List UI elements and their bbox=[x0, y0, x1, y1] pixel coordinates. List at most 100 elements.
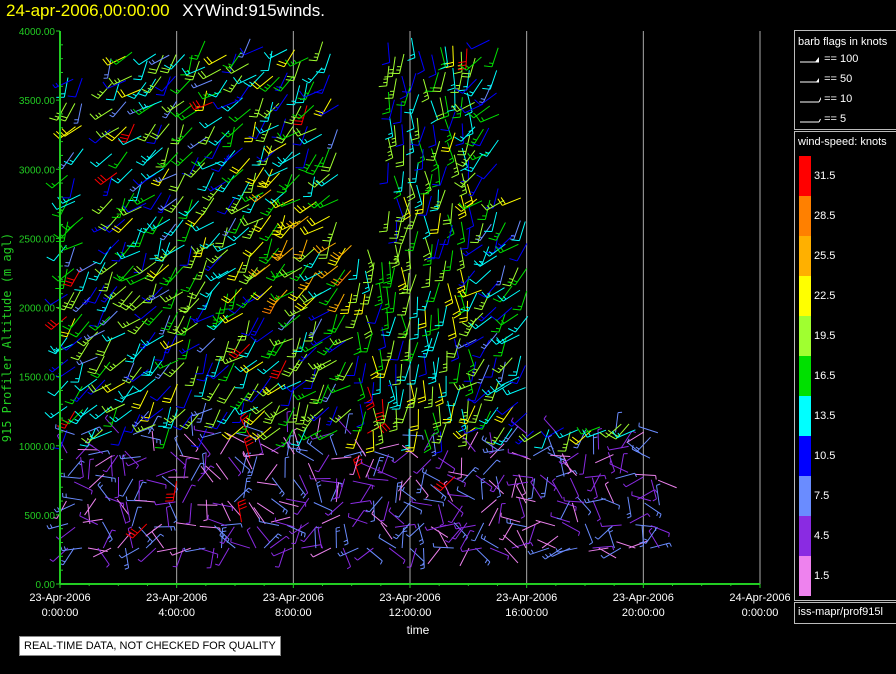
wind-barb bbox=[53, 126, 76, 140]
wind-barb bbox=[509, 365, 526, 385]
wind-barb bbox=[429, 189, 439, 212]
wind-barb bbox=[88, 262, 106, 281]
wind-barb bbox=[256, 481, 277, 486]
wind-barb bbox=[190, 462, 205, 481]
x-tick-label: 23-Apr-2006 bbox=[379, 592, 440, 604]
wind-barb bbox=[212, 312, 236, 323]
wind-barb bbox=[132, 424, 156, 433]
wind-barb bbox=[274, 126, 294, 144]
wind-barb bbox=[490, 333, 514, 345]
wind-barb bbox=[479, 139, 499, 157]
wind-barb bbox=[378, 65, 390, 88]
wind-barb bbox=[87, 285, 105, 304]
wind-barb bbox=[87, 458, 94, 480]
wind-barb bbox=[352, 509, 368, 528]
wind-barb bbox=[431, 424, 447, 444]
wind-barb bbox=[456, 486, 475, 500]
wind-barb bbox=[465, 128, 484, 147]
wind-barb bbox=[459, 547, 470, 567]
wind-barb bbox=[108, 75, 133, 85]
wind-barb bbox=[550, 454, 571, 458]
wind-barb bbox=[83, 329, 105, 340]
wind-barb bbox=[478, 407, 499, 425]
wind-barb bbox=[102, 455, 119, 473]
wind-barb bbox=[394, 523, 417, 529]
wind-barb bbox=[159, 54, 177, 74]
wind-barb bbox=[607, 526, 615, 549]
wind-barb bbox=[243, 267, 266, 281]
wind-barb bbox=[455, 123, 464, 146]
wind-barb bbox=[251, 145, 265, 166]
wind-barb bbox=[159, 223, 177, 241]
wind-barb bbox=[415, 479, 429, 499]
wind-barb bbox=[554, 429, 579, 439]
wind-barb bbox=[98, 271, 113, 292]
wind-barb bbox=[458, 270, 476, 287]
wind-barb bbox=[250, 285, 273, 301]
x-tick-label: 20:00:00 bbox=[622, 607, 665, 619]
wind-barb bbox=[389, 409, 398, 433]
wind-barb bbox=[317, 526, 323, 549]
wind-barb bbox=[181, 66, 206, 76]
wind-barb bbox=[260, 443, 279, 454]
wind-barb bbox=[381, 99, 395, 120]
wind-barb bbox=[423, 429, 432, 454]
wind-barb bbox=[192, 237, 207, 258]
wind-barb bbox=[215, 293, 229, 314]
wind-barb bbox=[183, 547, 206, 553]
wind-barb bbox=[447, 67, 456, 91]
wind-barb bbox=[609, 459, 629, 473]
wind-barb bbox=[463, 154, 483, 173]
wind-barb bbox=[277, 130, 301, 140]
wind-barb bbox=[404, 231, 419, 252]
wind-barb bbox=[483, 47, 499, 68]
wind-barb bbox=[387, 380, 396, 404]
wind-barb bbox=[461, 57, 476, 78]
wind-barb bbox=[59, 337, 82, 351]
wind-barb bbox=[182, 484, 196, 503]
wind-barb bbox=[462, 244, 483, 257]
wind-barb bbox=[205, 465, 221, 480]
wind-barb bbox=[648, 527, 660, 549]
wind-barb bbox=[52, 78, 74, 89]
wind-barb bbox=[495, 234, 514, 249]
wind-barb bbox=[204, 255, 223, 272]
wind-barb bbox=[405, 387, 418, 409]
wind-barb-plot: 0.00 500.00 1000.00 1500.00 2000.00 2500.00 30… bbox=[0, 27, 790, 637]
wind-barb bbox=[420, 548, 425, 570]
wind-barb bbox=[489, 381, 514, 393]
wind-barb bbox=[170, 78, 192, 95]
wind-barb bbox=[380, 308, 389, 331]
wind-barb bbox=[220, 436, 232, 455]
wind-barb bbox=[249, 426, 272, 441]
wind-barb bbox=[541, 535, 559, 549]
wind-barb bbox=[470, 522, 485, 542]
wind-barb bbox=[56, 77, 69, 98]
wind-barb bbox=[76, 261, 98, 273]
wind-barb bbox=[227, 500, 242, 517]
y-tick-label: 1500.00 bbox=[19, 373, 56, 384]
wind-barb bbox=[176, 522, 197, 527]
wind-barb bbox=[248, 263, 271, 278]
wind-barb bbox=[87, 355, 105, 375]
wind-barb bbox=[123, 414, 141, 434]
wind-barb bbox=[315, 53, 331, 74]
wind-barb bbox=[451, 522, 468, 540]
wind-barb bbox=[372, 373, 381, 396]
wind-barb bbox=[215, 150, 236, 167]
wind-barb bbox=[292, 239, 308, 260]
wind-barb bbox=[325, 340, 346, 353]
wind-barb bbox=[422, 244, 433, 266]
wind-barb bbox=[222, 217, 237, 237]
wind-barb bbox=[451, 101, 475, 113]
wind-barb bbox=[137, 216, 157, 234]
wind-barb bbox=[587, 473, 602, 492]
wind-barb bbox=[507, 268, 528, 286]
wind-barb bbox=[155, 76, 171, 96]
wind-barb bbox=[411, 117, 420, 141]
wind-barb bbox=[227, 227, 250, 242]
wind-barb bbox=[515, 430, 534, 445]
wind-barb bbox=[225, 334, 243, 354]
wind-barb bbox=[309, 474, 331, 480]
wind-barb bbox=[475, 547, 491, 566]
